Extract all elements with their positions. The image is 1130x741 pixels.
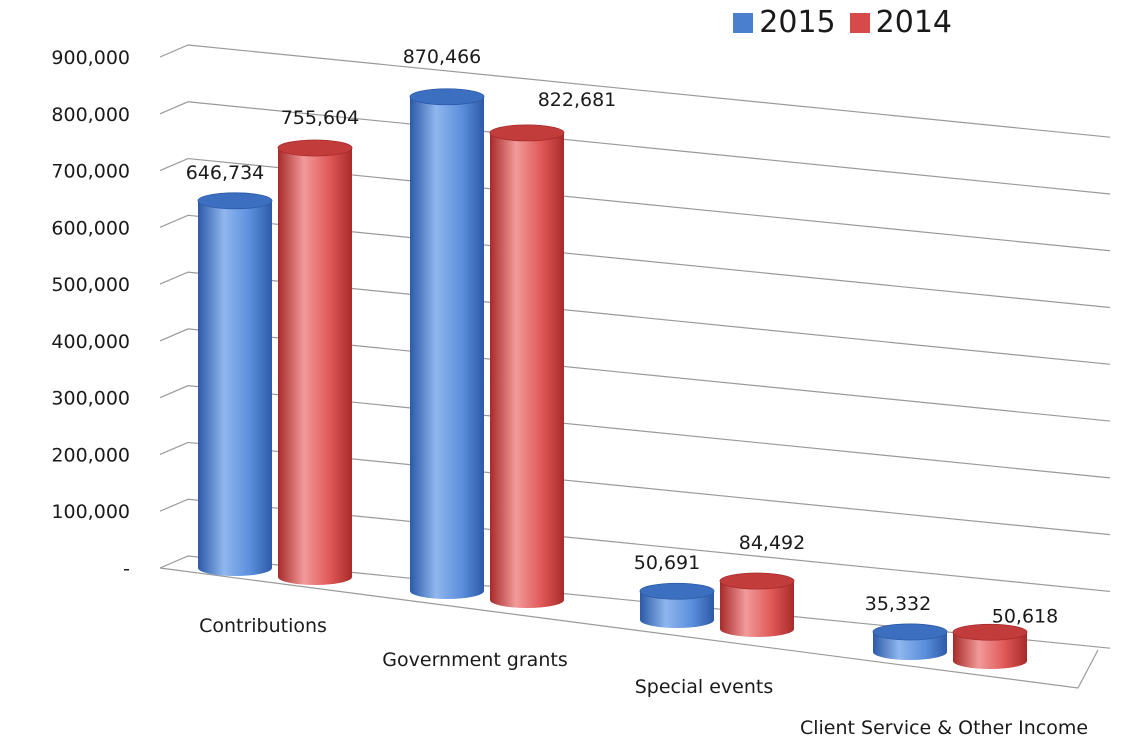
gridline [159, 555, 1111, 649]
category-label: Client Service & Other Income [800, 717, 1088, 739]
bar-body [410, 96, 484, 600]
bar-2014-3 [952, 623, 1028, 669]
y-tick-label: 500,000 [51, 274, 130, 296]
data-label: 870,466 [403, 46, 482, 68]
axes: - 100,000 200,000 300,000 400,000 500,000 600,… [51, 47, 1099, 739]
floor-edge [159, 567, 1099, 689]
category-label: Special events [635, 676, 774, 698]
bar-2015-2 [639, 582, 715, 628]
bar-body [953, 632, 1027, 669]
bar-body [720, 581, 794, 637]
y-tick-label: 700,000 [51, 161, 130, 183]
legend-label-2014: 2014 [875, 5, 952, 40]
y-tick-label: 300,000 [51, 388, 130, 410]
data-label: 646,734 [186, 162, 265, 184]
bar-2014-2 [719, 572, 795, 637]
gridline [159, 441, 1111, 536]
gridline [159, 157, 1111, 252]
bar-2015-0 [197, 192, 273, 576]
data-label: 50,618 [992, 605, 1058, 627]
data-label: 50,691 [634, 552, 700, 574]
bar-top [952, 623, 1028, 641]
category-label: Government grants [382, 649, 567, 671]
bar-body [198, 200, 272, 576]
y-tick-label: 400,000 [51, 331, 130, 353]
category-label: Contributions [199, 615, 327, 637]
bar-top [409, 88, 485, 106]
data-label: 35,332 [865, 593, 931, 615]
bar-top [639, 582, 715, 600]
bar-2014-0 [277, 139, 353, 585]
legend-item-2014: 2014 [849, 5, 952, 40]
gridline [159, 328, 1111, 422]
legend-swatch-2014 [849, 13, 870, 33]
legend: 2015 2014 [733, 8, 952, 38]
bar-top [489, 124, 565, 142]
data-label: 822,681 [538, 89, 617, 111]
gridline [159, 101, 1111, 195]
gridline [159, 498, 1111, 593]
y-tick-label: 600,000 [51, 217, 130, 239]
data-label: 84,492 [739, 532, 805, 554]
bar-top [719, 572, 795, 590]
bar-2015-3 [872, 623, 948, 660]
bar-body [490, 132, 564, 608]
gridline [159, 44, 1111, 138]
gridline [159, 214, 1111, 309]
bar-2014-1 [489, 124, 565, 608]
legend-swatch-2015 [733, 13, 754, 33]
data-label: 755,604 [281, 107, 360, 129]
bar-top [277, 139, 353, 157]
data-labels: 646,734 870,466 50,691 35,332 755,604 822,681… [186, 46, 1059, 627]
y-tick-label: 800,000 [51, 104, 130, 126]
gridline [159, 271, 1111, 365]
bar-2015-1 [409, 88, 485, 600]
y-tick-label: 900,000 [51, 47, 130, 69]
bars [197, 88, 1028, 669]
legend-label-2015: 2015 [759, 5, 836, 40]
bar-top [197, 192, 273, 210]
y-tick-label: 200,000 [51, 444, 130, 466]
bar-body [278, 147, 352, 585]
gridlines [159, 44, 1111, 649]
bar-body [640, 591, 714, 628]
y-tick-label: - [123, 558, 130, 580]
legend-item-2015: 2015 [733, 5, 836, 40]
bar-top [872, 623, 948, 641]
gridline [159, 385, 1111, 479]
y-tick-label: 100,000 [51, 501, 130, 523]
